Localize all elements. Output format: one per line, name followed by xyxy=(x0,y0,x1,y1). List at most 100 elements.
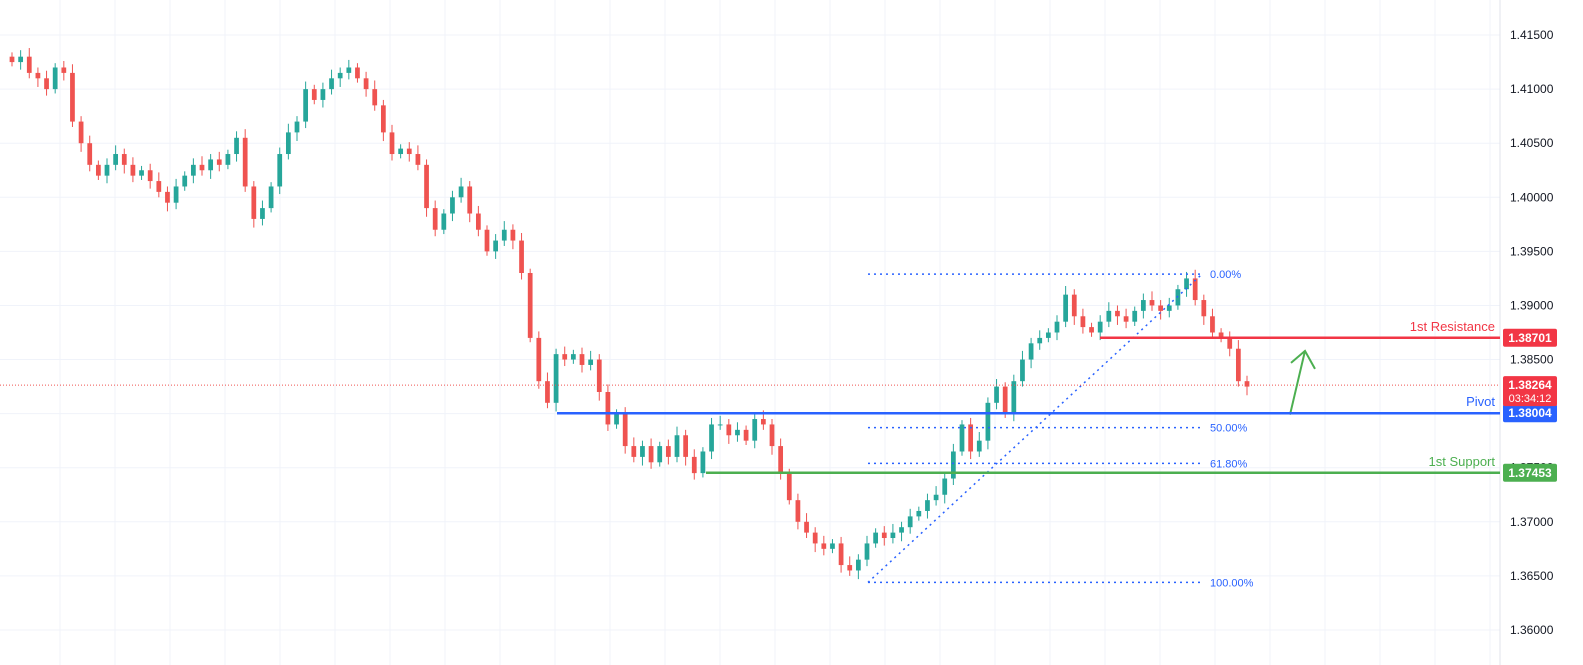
candle-body xyxy=(709,424,714,452)
candle-body xyxy=(251,186,257,219)
candle-body xyxy=(1045,332,1051,338)
candle-body xyxy=(1089,327,1094,333)
fib-level-label: 100.00% xyxy=(1210,577,1254,589)
candlestick-series xyxy=(9,48,1250,580)
candle-body xyxy=(18,56,24,63)
candle-body xyxy=(225,154,231,165)
candle-body xyxy=(579,354,585,365)
y-tick-label: 1.37000 xyxy=(1510,515,1554,529)
projection-arrow xyxy=(1289,350,1306,415)
candle-body xyxy=(683,435,689,457)
current-price-tag xyxy=(1503,376,1557,407)
candle-body xyxy=(968,424,974,452)
candle-body xyxy=(415,154,421,165)
candle-body xyxy=(9,56,15,63)
candle-body xyxy=(786,473,792,501)
candle-body xyxy=(838,543,844,566)
candle-body xyxy=(830,543,835,549)
candle-body xyxy=(147,170,153,182)
candle-body xyxy=(285,132,291,155)
candle-body xyxy=(959,424,965,452)
fib-level-label: 50.00% xyxy=(1210,423,1248,435)
fib-level-label: 0.00% xyxy=(1210,269,1241,281)
candle-body xyxy=(769,424,775,447)
candle-body xyxy=(182,175,188,187)
candle-body xyxy=(320,89,326,100)
candle-body xyxy=(605,391,611,425)
candle-body xyxy=(26,56,32,73)
candle-body xyxy=(622,413,628,447)
candle-body xyxy=(847,565,853,571)
candle-body xyxy=(674,435,680,457)
candle-body xyxy=(1080,316,1086,328)
price-tag xyxy=(1503,404,1557,423)
candle-body xyxy=(294,121,300,133)
candle-body xyxy=(113,154,119,165)
candle-body xyxy=(614,413,619,425)
candle-body xyxy=(1097,321,1103,333)
candle-body xyxy=(942,478,948,495)
candle-body xyxy=(277,154,283,187)
candle-body xyxy=(1235,348,1241,382)
candle-body xyxy=(881,532,887,539)
candle-body xyxy=(1158,305,1164,311)
candle-body xyxy=(864,543,870,560)
price-tag xyxy=(1503,328,1557,347)
candle-body xyxy=(130,164,136,176)
price-tag-label: 1.38004 xyxy=(1508,406,1552,420)
fib-level-label: 61.80% xyxy=(1210,458,1248,470)
candle-body xyxy=(545,381,550,403)
candle-body xyxy=(778,446,784,474)
candle-body xyxy=(804,521,809,533)
candle-body xyxy=(406,148,412,155)
candle-body xyxy=(1106,310,1112,322)
candle-body xyxy=(165,191,170,203)
candle-body xyxy=(1002,386,1008,414)
candle-body xyxy=(372,89,378,106)
y-tick-label: 1.40000 xyxy=(1510,190,1554,204)
candle-body xyxy=(726,424,732,436)
candle-body xyxy=(501,229,507,241)
candle-body xyxy=(104,164,110,176)
candle-body xyxy=(52,67,58,90)
y-tick-label: 1.41500 xyxy=(1510,28,1554,42)
candle-body xyxy=(691,456,697,474)
chart-annotations: 0.00% 50.00% 61.80% 100.00% xyxy=(0,269,1500,589)
candle-body xyxy=(87,143,93,165)
candle-body xyxy=(519,240,524,274)
candle-body xyxy=(717,424,723,426)
candle-body xyxy=(700,451,706,474)
candle-body xyxy=(70,72,75,122)
candle-body xyxy=(1054,321,1060,333)
y-tick-label: 1.36500 xyxy=(1510,569,1554,583)
price-axis[interactable]: 1.41500 1.41000 1.40500 1.40000 1.39500 1.390… xyxy=(1503,28,1557,637)
y-tick-label: 1.38500 xyxy=(1510,353,1554,367)
candle-body xyxy=(1115,310,1120,317)
candle-body xyxy=(752,419,758,441)
candle-body xyxy=(398,148,404,155)
y-tick-label: 1.39000 xyxy=(1510,298,1554,312)
candle-body xyxy=(216,159,222,165)
candle-body xyxy=(855,559,861,571)
candle-body xyxy=(190,164,196,176)
candle-body xyxy=(994,386,999,403)
candle-body xyxy=(536,337,542,382)
candle-body xyxy=(234,137,239,155)
candle-body xyxy=(985,402,991,441)
candle-body xyxy=(78,121,84,144)
candle-body xyxy=(1071,294,1077,317)
arrow-head-icon xyxy=(1290,349,1316,370)
candle-body xyxy=(1149,300,1155,306)
candle-body xyxy=(933,494,939,501)
candle-body xyxy=(743,429,749,441)
candle-body xyxy=(1227,337,1233,349)
candle-body xyxy=(467,186,473,214)
candle-body xyxy=(173,186,179,203)
candle-body xyxy=(640,446,645,457)
candle-body xyxy=(1244,381,1250,387)
candle-body xyxy=(1132,310,1138,322)
candle-body xyxy=(899,527,904,533)
candle-body xyxy=(121,154,127,165)
current-price-label: 1.38264 xyxy=(1508,378,1552,392)
